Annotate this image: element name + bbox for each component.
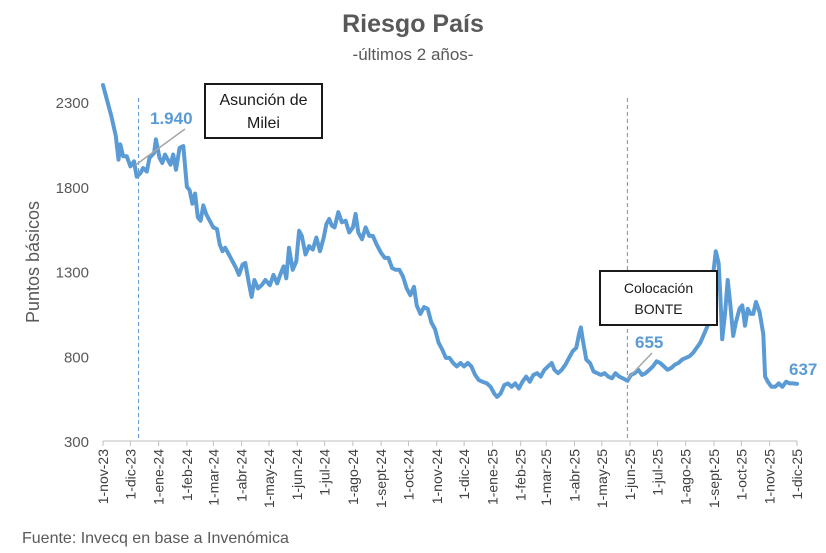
y-tick-label: 2300 <box>56 95 89 112</box>
x-tick-label: 1-jun-24 <box>289 449 305 501</box>
x-tick-label: 1-mar-24 <box>205 449 221 506</box>
x-tick-label: 1-abr-25 <box>566 449 582 502</box>
x-tick-label: 1-dic-24 <box>456 449 472 500</box>
source-note: Fuente: Invecq en base a Invenómica <box>22 530 289 547</box>
x-tick-label: 1-may-25 <box>594 449 610 508</box>
x-tick-label: 1-ago-25 <box>678 449 694 505</box>
chart-title: Riesgo País <box>342 10 484 38</box>
annotation-bonte-label: Colocación BONTE <box>623 280 694 317</box>
x-tick-label: 1-sept-24 <box>373 449 389 508</box>
y-tick-label: 1800 <box>56 180 89 197</box>
x-tick-label: 1-may-24 <box>261 449 277 508</box>
x-tick-label: 1-feb-25 <box>513 449 529 501</box>
x-tick-label: 1-dic-23 <box>122 449 138 500</box>
bonte-value-label: 655 <box>635 333 663 352</box>
x-tick-label: 1-ago-24 <box>345 449 361 505</box>
annotation-milei-label: Asunción de Milei <box>219 92 308 132</box>
milei-callout-line <box>135 128 186 166</box>
x-tick-label: 1-jun-25 <box>622 449 638 501</box>
x-tick-label: 1-mar-25 <box>538 449 554 506</box>
x-tick-label: 1-ene-24 <box>151 449 167 505</box>
x-tick-label: 1-jul-25 <box>649 449 665 496</box>
annotation-milei-box: Asunción de Milei <box>204 83 323 139</box>
last-value-label: 637 <box>789 360 817 379</box>
x-tick-label: 1-jul-24 <box>317 449 333 496</box>
x-tick-label: 1-oct-24 <box>401 449 417 501</box>
x-tick-label: 1-nov-25 <box>762 449 778 504</box>
milei-value-label: 1.940 <box>150 109 193 128</box>
x-tick-label: 1-abr-24 <box>234 449 250 502</box>
y-tick-label: 300 <box>64 434 89 451</box>
x-tick-label: 1-sept-25 <box>706 449 722 508</box>
x-tick-label: 1-ene-25 <box>484 449 500 505</box>
chart-subtitle: -últimos 2 años- <box>352 45 474 64</box>
y-axis-label: Puntos básicos <box>23 201 43 323</box>
riesgo-pais-series-line <box>101 83 799 399</box>
y-tick-label: 1300 <box>56 265 89 282</box>
annotation-bonte-box: Colocación BONTE <box>599 270 718 326</box>
x-tick-label: 1-oct-25 <box>733 449 749 501</box>
x-tick-label: 1-nov-23 <box>95 449 111 504</box>
bonte-callout-line <box>626 352 653 380</box>
x-tick-label: 1-feb-24 <box>179 449 195 501</box>
y-tick-label: 800 <box>64 349 89 366</box>
x-tick-label: 1-dic-25 <box>789 449 805 500</box>
x-tick-label: 1-nov-24 <box>429 449 445 504</box>
